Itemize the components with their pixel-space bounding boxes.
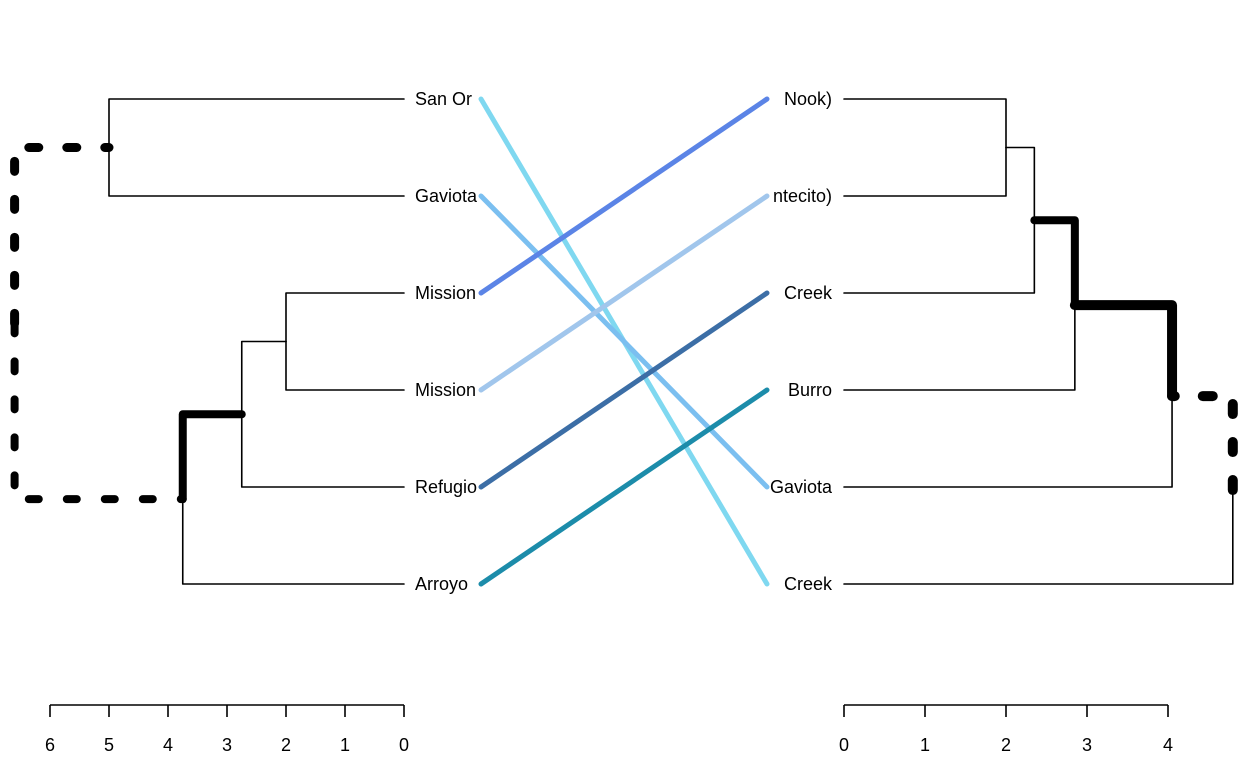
left-leaf-label: Mission: [415, 380, 476, 400]
connection-line: [478, 387, 770, 587]
connection-line: [478, 96, 770, 296]
right-leaf-label: ntecito): [773, 186, 832, 206]
right-dendrogram: [843, 98, 1238, 585]
connection-line: [478, 193, 770, 393]
left-height-axis: 6 5 4 3 2 1 0: [45, 704, 409, 755]
left-leaf-label: Refugio: [415, 477, 477, 497]
right-branch-m2-c1: [1005, 146, 1036, 222]
right-axis-tick-label: 0: [839, 735, 849, 755]
right-axis-tick-label: 2: [1001, 735, 1011, 755]
left-branch-m3-c1: [240, 340, 287, 416]
left-branch-m4-c1: [178, 410, 246, 504]
right-axis-tick-label: 1: [920, 735, 930, 755]
left-dendrogram: [10, 98, 405, 585]
left-branch-m1-c0: [108, 98, 405, 149]
left-leaf-label: San Or: [415, 89, 472, 109]
left-axis-tick-label: 0: [399, 735, 409, 755]
right-branch-m5-c1: [1167, 391, 1238, 496]
connection-line: [478, 290, 770, 490]
left-branch-m1-c1: [108, 146, 405, 197]
connection-lines: [478, 96, 770, 587]
right-branch-m3-c1: [1030, 216, 1079, 310]
right-leaf-label: Gaviota: [770, 477, 833, 497]
left-leaf-label: Arroyo: [415, 574, 468, 594]
right-leaf-label: Creek: [784, 283, 833, 303]
right-branch-m1-c0: [843, 98, 1007, 149]
right-branch-m4-c0: [843, 395, 1173, 488]
right-leaf-label: Burro: [788, 380, 832, 400]
right-leaf-labels: Nook) ntecito) Creek Burro Gaviota Creek: [770, 89, 833, 594]
right-branch-m2-c0: [843, 219, 1036, 294]
left-axis-tick-label: 1: [340, 735, 350, 755]
left-leaf-labels: San Or Gaviota Mission Mission Refugio Arroyo: [415, 89, 478, 594]
left-leaf-label: Gaviota: [415, 186, 478, 206]
left-branch-m5-c1: [10, 319, 187, 504]
left-branch-m2-c1: [285, 340, 405, 391]
left-branch-m2-c0: [285, 292, 405, 343]
left-axis-tick-label: 5: [104, 735, 114, 755]
right-axis-tick-label: 3: [1082, 735, 1092, 755]
left-branch-m4-c0: [181, 498, 405, 585]
right-axis-tick-label: 4: [1163, 735, 1173, 755]
left-axis-tick-label: 6: [45, 735, 55, 755]
right-height-axis: 0 1 2 3 4: [839, 704, 1173, 755]
right-leaf-label: Creek: [784, 574, 833, 594]
left-branch-m3-c0: [240, 413, 405, 488]
right-branch-m5-c0: [843, 489, 1234, 585]
left-branch-m5-c0: [10, 143, 114, 328]
connection-line: [478, 193, 770, 490]
left-leaf-label: Mission: [415, 283, 476, 303]
right-branch-m1-c1: [843, 146, 1007, 197]
left-axis-tick-label: 4: [163, 735, 173, 755]
left-axis-tick-label: 2: [281, 735, 291, 755]
right-branch-m4-c1: [1069, 300, 1178, 402]
right-leaf-label: Nook): [784, 89, 832, 109]
right-branch-m3-c0: [843, 304, 1076, 391]
left-axis-tick-label: 3: [222, 735, 232, 755]
